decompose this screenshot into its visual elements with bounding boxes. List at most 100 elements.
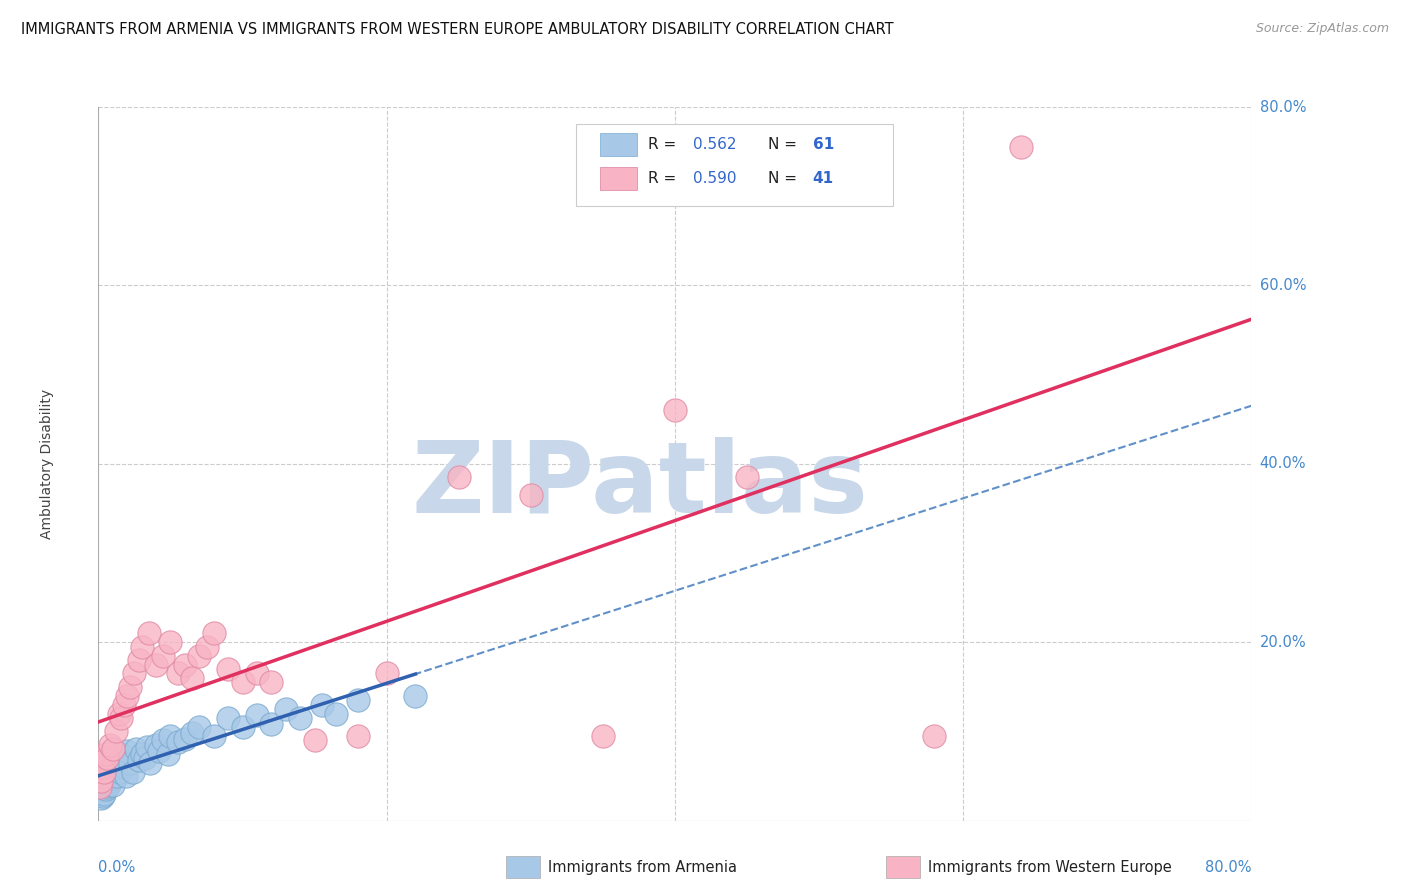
Point bbox=[94, 747, 117, 761]
Point bbox=[107, 706, 129, 721]
Point bbox=[96, 764, 118, 779]
Point bbox=[592, 729, 614, 743]
Point bbox=[96, 780, 118, 794]
Point bbox=[91, 789, 114, 803]
Point bbox=[100, 771, 122, 785]
Point bbox=[304, 733, 326, 747]
Point bbox=[311, 698, 333, 712]
Point bbox=[166, 666, 188, 681]
Point bbox=[108, 764, 131, 779]
Text: 20.0%: 20.0% bbox=[1260, 635, 1306, 649]
Text: Immigrants from Western Europe: Immigrants from Western Europe bbox=[928, 860, 1171, 874]
Text: 60.0%: 60.0% bbox=[1260, 278, 1306, 293]
Text: 80.0%: 80.0% bbox=[1205, 860, 1251, 875]
Point bbox=[202, 626, 225, 640]
Point bbox=[89, 780, 111, 794]
Point bbox=[145, 738, 167, 752]
Point bbox=[174, 657, 197, 672]
Point bbox=[101, 749, 124, 764]
Point bbox=[260, 717, 283, 731]
Point bbox=[114, 769, 136, 783]
Point bbox=[520, 488, 543, 502]
Text: Immigrants from Armenia: Immigrants from Armenia bbox=[548, 860, 737, 874]
Point bbox=[131, 640, 153, 654]
Point bbox=[346, 693, 368, 707]
Text: R =: R = bbox=[648, 137, 682, 152]
Point bbox=[1010, 140, 1032, 154]
Point bbox=[91, 760, 114, 774]
Point bbox=[91, 776, 114, 790]
Point bbox=[181, 671, 204, 685]
Point bbox=[93, 764, 115, 779]
Point bbox=[231, 675, 254, 690]
Point bbox=[94, 782, 117, 797]
Point bbox=[159, 635, 181, 649]
Point bbox=[117, 689, 138, 703]
Text: 0.0%: 0.0% bbox=[98, 860, 135, 875]
Point bbox=[100, 764, 122, 779]
Point bbox=[138, 626, 160, 640]
Point bbox=[166, 735, 188, 749]
Point bbox=[107, 753, 129, 767]
Point bbox=[112, 698, 135, 712]
Point bbox=[105, 769, 128, 783]
Point bbox=[128, 653, 150, 667]
Text: 0.562: 0.562 bbox=[693, 137, 737, 152]
Point bbox=[246, 708, 269, 723]
Point bbox=[274, 702, 297, 716]
Point bbox=[97, 758, 120, 772]
Point bbox=[103, 762, 125, 776]
Point bbox=[188, 648, 211, 663]
Point bbox=[128, 753, 150, 767]
Point bbox=[96, 751, 118, 765]
Point bbox=[91, 764, 114, 779]
Text: Ambulatory Disability: Ambulatory Disability bbox=[39, 389, 53, 539]
Point bbox=[93, 760, 115, 774]
Point bbox=[131, 747, 153, 761]
Text: ZIPatlas: ZIPatlas bbox=[412, 437, 869, 533]
Point bbox=[104, 756, 127, 770]
Point bbox=[136, 740, 159, 755]
Point bbox=[120, 680, 142, 694]
Point bbox=[156, 747, 179, 761]
Point bbox=[89, 780, 111, 794]
Point bbox=[112, 760, 135, 774]
Point bbox=[405, 689, 427, 703]
Point bbox=[139, 756, 162, 770]
Point bbox=[97, 778, 120, 792]
Point bbox=[346, 729, 368, 743]
Point bbox=[217, 662, 239, 676]
Text: R =: R = bbox=[648, 171, 682, 186]
Point bbox=[134, 751, 156, 765]
Text: IMMIGRANTS FROM ARMENIA VS IMMIGRANTS FROM WESTERN EUROPE AMBULATORY DISABILITY : IMMIGRANTS FROM ARMENIA VS IMMIGRANTS FR… bbox=[21, 22, 894, 37]
Point bbox=[101, 742, 124, 756]
Point bbox=[375, 666, 398, 681]
Point bbox=[290, 711, 312, 725]
Point bbox=[110, 747, 132, 761]
Text: 80.0%: 80.0% bbox=[1260, 100, 1306, 114]
Point bbox=[117, 744, 138, 758]
Point bbox=[195, 640, 218, 654]
Text: 61: 61 bbox=[813, 137, 834, 152]
Point bbox=[922, 729, 945, 743]
Point bbox=[91, 782, 114, 797]
Point bbox=[101, 778, 124, 792]
Point bbox=[93, 787, 115, 801]
Point bbox=[664, 403, 686, 417]
Point bbox=[447, 470, 470, 484]
Point bbox=[152, 648, 174, 663]
Point bbox=[110, 711, 132, 725]
Point bbox=[231, 720, 254, 734]
Point bbox=[89, 773, 111, 788]
Point bbox=[202, 729, 225, 743]
Point bbox=[174, 731, 197, 746]
Point bbox=[217, 711, 239, 725]
Point bbox=[98, 773, 121, 788]
Point bbox=[90, 769, 112, 783]
Point bbox=[98, 738, 121, 752]
Point bbox=[260, 675, 283, 690]
Text: 41: 41 bbox=[813, 171, 834, 186]
Point bbox=[104, 724, 127, 739]
Point bbox=[90, 787, 112, 801]
Point bbox=[152, 733, 174, 747]
